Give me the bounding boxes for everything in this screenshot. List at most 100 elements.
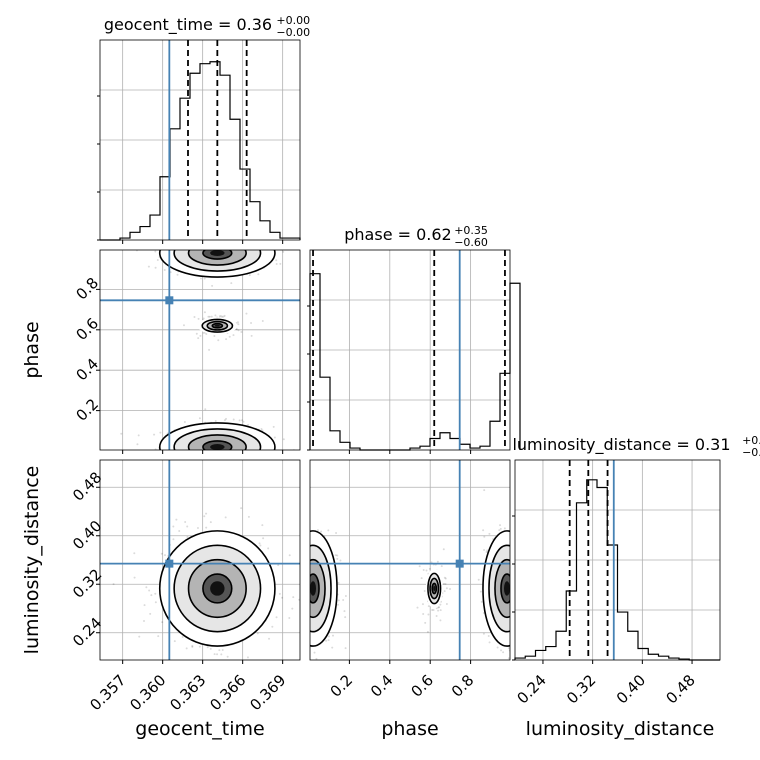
- panel-title-luminosity_distance: luminosity_distance = 0.31: [512, 435, 730, 455]
- sample-point: [172, 525, 175, 528]
- sample-point: [240, 247, 242, 249]
- sample-point: [198, 243, 200, 245]
- sample-point: [230, 282, 233, 285]
- sample-point: [244, 246, 246, 248]
- sample-point: [186, 242, 188, 244]
- sample-point: [223, 241, 225, 243]
- sample-point: [439, 619, 442, 622]
- sample-point: [512, 582, 514, 584]
- sample-point: [302, 596, 304, 598]
- sample-point: [240, 454, 242, 456]
- sample-point: [422, 569, 425, 572]
- sample-point: [344, 595, 347, 598]
- sample-point: [304, 576, 306, 578]
- sample-point: [206, 646, 209, 649]
- sample-point: [209, 450, 211, 452]
- sample-point: [245, 312, 248, 315]
- sample-point: [502, 651, 505, 654]
- sample-point: [209, 242, 211, 244]
- outer-contour: [158, 250, 276, 278]
- sample-point: [307, 571, 309, 573]
- sample-point: [303, 558, 305, 560]
- sample-point: [512, 588, 514, 590]
- x-tick-label: 0.363: [166, 671, 209, 714]
- sample-point: [210, 241, 212, 243]
- sample-point: [196, 457, 198, 459]
- y-tick-label: 0.2: [72, 395, 102, 425]
- sample-point: [218, 248, 220, 250]
- sample-point: [189, 245, 191, 247]
- x-axis-label-2: luminosity_distance: [526, 718, 715, 740]
- sample-point: [512, 645, 514, 647]
- sample-point: [247, 515, 250, 518]
- sample-point: [236, 243, 238, 245]
- sample-point: [298, 598, 300, 601]
- panel-phase-vs-geocent_time: [100, 241, 300, 459]
- sample-point: [228, 335, 231, 338]
- sample-point: [172, 245, 174, 247]
- sample-point: [185, 454, 187, 456]
- sample-point: [306, 619, 308, 621]
- sample-point: [308, 577, 310, 579]
- density-layer: [100, 241, 515, 671]
- sample-point: [337, 581, 340, 584]
- sample-point: [133, 552, 136, 555]
- x-tick-label: 0.32: [563, 671, 599, 707]
- sample-point: [186, 451, 188, 453]
- sample-point: [306, 589, 308, 591]
- sample-point: [257, 273, 260, 276]
- sample-point: [235, 451, 237, 453]
- sample-point: [245, 454, 247, 456]
- sample-point: [175, 518, 178, 521]
- sample-point: [275, 616, 278, 619]
- sample-point: [513, 623, 515, 625]
- sample-point: [503, 527, 506, 530]
- sample-point: [256, 632, 259, 635]
- sample-point: [243, 247, 245, 249]
- x-tick-label: 0.6: [407, 671, 437, 701]
- sample-point: [511, 616, 513, 618]
- x-tick-label: 0.40: [613, 671, 649, 707]
- sample-point: [173, 455, 175, 457]
- sample-point: [252, 456, 254, 458]
- sample-point: [176, 273, 179, 276]
- sample-point: [335, 531, 338, 534]
- sample-point: [337, 599, 340, 602]
- sample-point: [210, 450, 212, 452]
- sample-point: [266, 451, 268, 453]
- sample-point: [300, 608, 302, 610]
- sample-point: [306, 550, 308, 552]
- sample-point: [305, 571, 307, 573]
- sample-point: [303, 603, 305, 605]
- sample-point: [149, 612, 152, 615]
- sample-point: [157, 635, 160, 638]
- sample-point: [217, 457, 219, 459]
- sample-point: [504, 669, 506, 671]
- x-axis-label-0: geocent_time: [135, 718, 264, 740]
- sample-point: [278, 450, 280, 452]
- sample-point: [186, 246, 188, 248]
- sample-point: [183, 452, 185, 454]
- sample-point: [221, 649, 224, 652]
- sample-point: [246, 454, 248, 456]
- sample-point: [307, 583, 309, 585]
- sample-point: [163, 554, 166, 557]
- sample-point: [226, 457, 228, 459]
- sample-point: [306, 584, 308, 586]
- sample-point: [173, 453, 175, 455]
- sample-point: [302, 588, 304, 590]
- sample-point: [301, 553, 303, 555]
- sample-point: [213, 243, 215, 245]
- sample-point: [181, 635, 184, 638]
- sample-point: [511, 592, 513, 594]
- sample-point: [300, 597, 302, 599]
- sample-point: [320, 530, 323, 533]
- sample-point: [209, 647, 212, 650]
- sample-point: [303, 607, 305, 609]
- sample-point: [304, 599, 306, 601]
- sample-point: [177, 456, 179, 458]
- sample-point: [154, 250, 157, 253]
- sample-point: [177, 456, 179, 458]
- sample-point: [198, 452, 200, 454]
- sample-point: [227, 457, 229, 459]
